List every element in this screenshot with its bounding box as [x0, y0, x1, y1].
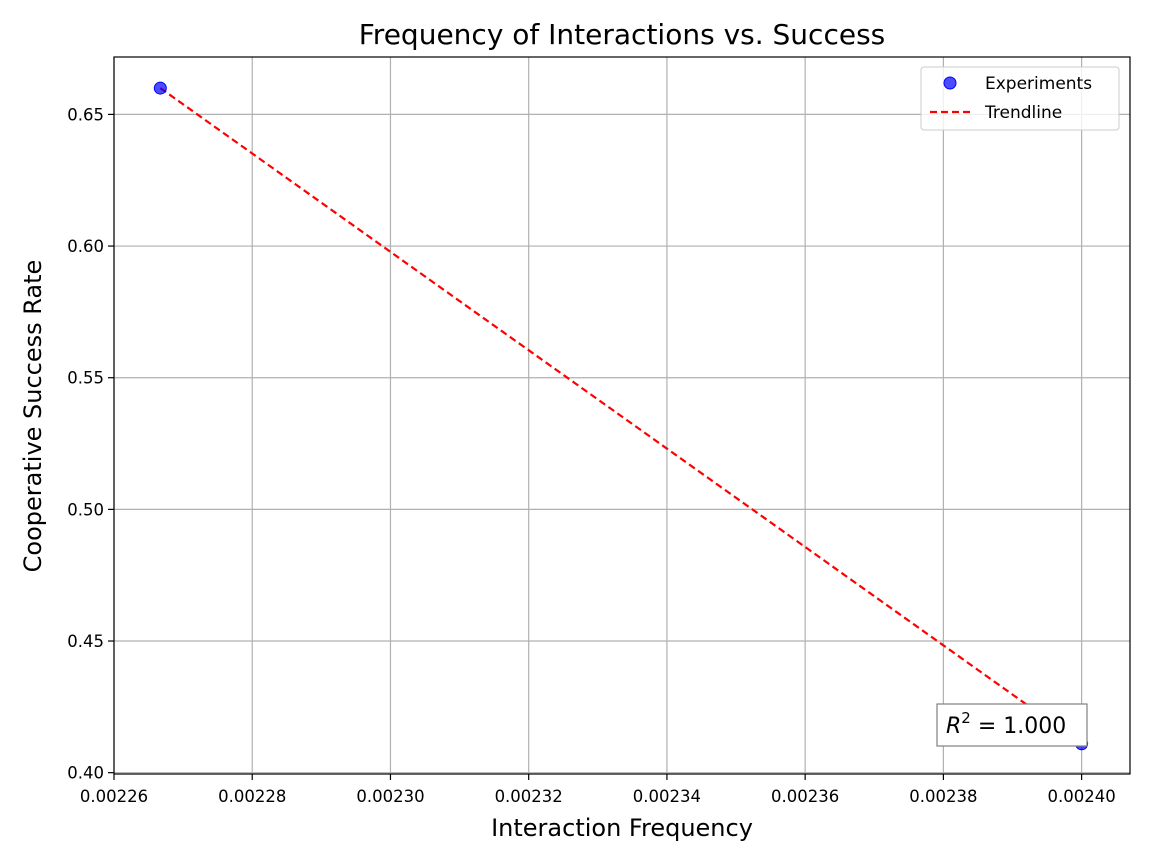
legend-label-experiments: Experiments — [985, 74, 1092, 94]
y-axis: 0.40 0.45 0.50 0.55 0.60 0.65 — [67, 105, 114, 783]
r-squared-annotation: R2 = 1.000 — [936, 703, 1088, 747]
legend-label-trendline: Trendline — [984, 103, 1062, 123]
x-tick-label: 0.00234 — [633, 787, 701, 806]
x-tick-label: 0.00228 — [218, 787, 286, 806]
annotation-box — [936, 703, 1088, 747]
annotation-text: R2 = 1.000 — [946, 709, 1066, 739]
legend-frame — [920, 66, 1120, 131]
y-tick-label: 0.55 — [67, 369, 104, 388]
axes-frame — [113, 56, 1131, 775]
x-tick-label: 0.00230 — [356, 787, 424, 806]
x-tick-label: 0.00240 — [1048, 787, 1116, 806]
legend: Experiments Trendline — [920, 66, 1120, 131]
x-axis-label: Interaction Frequency — [491, 814, 753, 842]
y-tick-label: 0.65 — [67, 105, 104, 124]
y-tick-label: 0.50 — [67, 500, 104, 519]
chart-title: Frequency of Interactions vs. Success — [359, 18, 886, 51]
plot-area — [153, 81, 1089, 751]
y-tick-label: 0.40 — [67, 764, 104, 783]
annotation-superscript: 2 — [961, 709, 971, 727]
annotation-symbol: R — [946, 714, 961, 739]
x-axis: 0.00226 0.00228 0.00230 0.00232 0.00234 0.002… — [80, 774, 1116, 806]
x-tick-label: 0.00236 — [771, 787, 839, 806]
legend-marker-experiments — [943, 76, 957, 90]
y-tick-label: 0.60 — [67, 237, 104, 256]
scatter-point — [153, 81, 167, 95]
y-tick-label: 0.45 — [67, 632, 104, 651]
x-tick-label: 0.00238 — [909, 787, 977, 806]
trendline — [159, 87, 1083, 745]
x-tick-label: 0.00226 — [80, 787, 148, 806]
x-tick-label: 0.00232 — [495, 787, 563, 806]
annotation-value: = 1.000 — [971, 714, 1066, 739]
y-axis-label: Cooperative Success Rate — [19, 260, 47, 573]
